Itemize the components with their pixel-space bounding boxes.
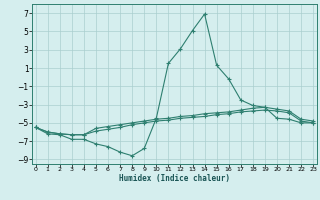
X-axis label: Humidex (Indice chaleur): Humidex (Indice chaleur) — [119, 174, 230, 183]
